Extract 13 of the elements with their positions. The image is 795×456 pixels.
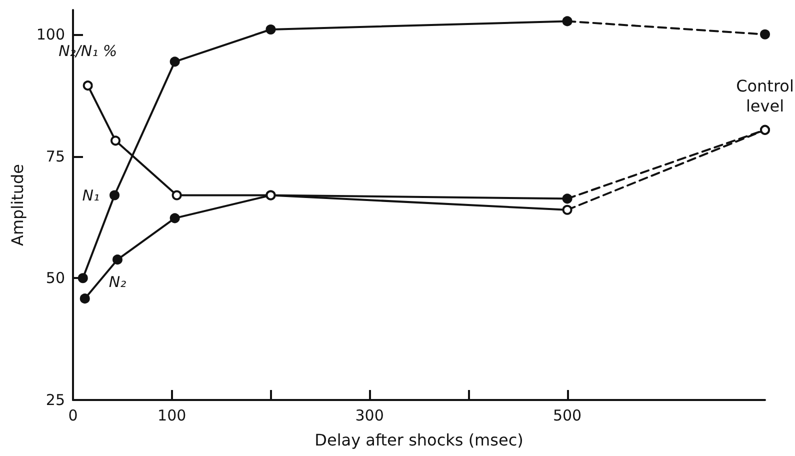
y-tick-label: 75 <box>46 147 65 166</box>
y-tick-label: 50 <box>46 269 65 288</box>
series-label: N₁ <box>82 186 100 204</box>
y-tick-label: 25 <box>46 391 65 409</box>
annotation: Control level <box>736 76 794 116</box>
x-tick-label: 300 <box>355 406 384 424</box>
y-tick-label: 100 <box>36 25 65 44</box>
x-tick-label: 500 <box>552 406 582 424</box>
x-tick-label: 100 <box>158 406 186 424</box>
x-axis-title: Delay after shocks (msec) <box>314 430 524 450</box>
x-tick-label: 0 <box>68 406 78 424</box>
y-axis-title: Amplitude <box>8 164 27 246</box>
series-label: N₂ <box>108 273 126 292</box>
